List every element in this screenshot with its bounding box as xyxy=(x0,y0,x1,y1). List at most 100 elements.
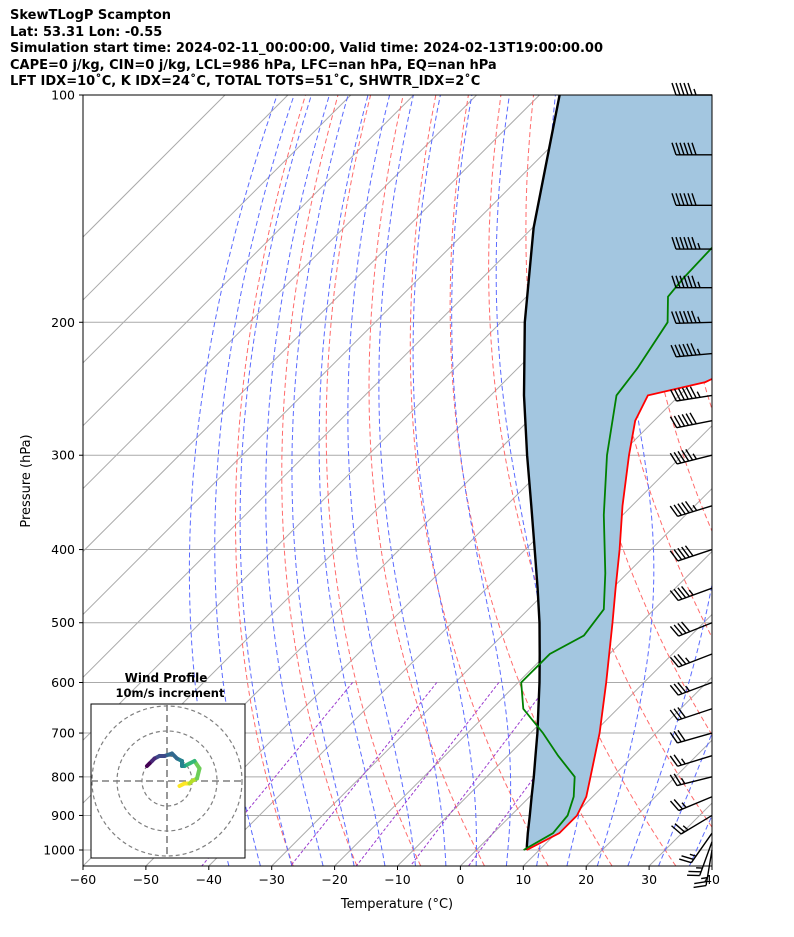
barb-flag-line xyxy=(677,450,686,463)
barb-flag-line xyxy=(671,142,677,156)
barb-flag-line xyxy=(669,656,679,668)
y-axis-ticks: 100 200 300 400 500 600 700 800 900 1000 xyxy=(43,88,83,858)
hodograph-subtitle: 10m/s increment xyxy=(116,686,225,700)
y-tick-label: 800 xyxy=(51,769,75,784)
isotherm-line xyxy=(83,95,477,490)
barb-flag-line xyxy=(671,82,677,96)
barb-flag-line xyxy=(669,755,679,767)
barb-half-line xyxy=(681,802,687,808)
barb-flag-line xyxy=(689,412,697,425)
wind-barb xyxy=(669,500,713,518)
x-tick-label: −20 xyxy=(321,872,347,887)
barb-flag-line xyxy=(669,684,679,696)
moist-adiabat xyxy=(291,95,355,866)
barb-flag-line xyxy=(675,82,681,96)
barb-flag-line xyxy=(681,450,690,462)
dry-adiabat xyxy=(729,95,794,866)
barb-flag-line xyxy=(687,82,693,96)
barb-flag-line xyxy=(681,621,691,633)
y-tick-label: 400 xyxy=(51,542,75,557)
wind-barb xyxy=(671,142,712,156)
wind-barb xyxy=(670,386,713,402)
dry-adiabat xyxy=(325,95,422,866)
moist-adiabat xyxy=(495,95,551,866)
moist-adiabat xyxy=(720,95,794,866)
barb-flag-line xyxy=(671,275,677,288)
barb-flag-line xyxy=(677,388,685,401)
title-times: Simulation start time: 2024-02-11_00:00:… xyxy=(10,41,603,57)
barb-flag-line xyxy=(687,310,693,324)
title-location: Lat: 53.31 Lon: -0.55 xyxy=(10,24,163,40)
x-tick-label: 10 xyxy=(515,872,531,887)
dry-adiabat xyxy=(368,95,485,866)
moist-adiabat xyxy=(265,95,330,866)
barb-flag-line xyxy=(673,415,682,428)
moist-adiabat xyxy=(378,95,447,866)
y-tick-label: 1000 xyxy=(43,843,75,858)
barb-flag-line xyxy=(669,452,678,465)
barb-flag-line xyxy=(673,624,683,636)
barb-flag-line xyxy=(681,414,690,426)
barb-flag-line xyxy=(677,682,687,693)
barb-flag-line xyxy=(671,193,677,206)
barb-half-line xyxy=(692,453,698,460)
mixing-ratio-line xyxy=(410,682,551,866)
moist-adiabat xyxy=(347,95,416,866)
barb-flag-line xyxy=(683,236,689,250)
title-station: SkewTLogP Scampton xyxy=(10,8,172,23)
barb-flag-line xyxy=(694,880,707,885)
x-tick-label: −60 xyxy=(70,872,96,887)
barb-flag-line xyxy=(670,344,677,358)
isotherm-line xyxy=(83,95,540,553)
barb-half-line xyxy=(697,242,701,250)
wind-barb xyxy=(669,773,713,787)
barb-flag-line xyxy=(683,82,689,96)
moist-adiabat xyxy=(412,95,477,866)
barb-flag-line xyxy=(691,142,697,156)
wind-barb xyxy=(670,343,713,358)
barb-flag-line xyxy=(687,193,693,206)
barb-staff xyxy=(677,505,713,518)
barb-flag-line xyxy=(683,275,689,288)
barb-flag-line xyxy=(675,311,681,324)
barb-staff xyxy=(677,587,713,602)
wind-barb xyxy=(671,82,712,96)
barb-flag-line xyxy=(685,386,693,399)
dry-adiabat xyxy=(663,95,712,411)
mixing-ratio-line xyxy=(468,682,605,866)
barb-flag-line xyxy=(677,414,686,427)
sounding-profiles xyxy=(520,95,712,851)
moist-adiabat xyxy=(188,95,278,866)
barb-flag-line xyxy=(673,655,683,667)
barb-flag-line xyxy=(673,731,682,743)
barb-flag-line xyxy=(673,549,683,561)
barb-flag-line xyxy=(681,586,690,597)
barb-flag-line xyxy=(673,773,682,785)
barb-flag-line xyxy=(683,310,689,324)
barb-flag-line xyxy=(689,386,697,399)
wind-barb xyxy=(669,621,713,637)
barb-half-line xyxy=(680,777,686,785)
dry-adiabat xyxy=(762,95,794,866)
barb-flag-line xyxy=(677,653,687,665)
barb-staff xyxy=(677,755,713,767)
barb-staff xyxy=(678,681,713,696)
barb-flag-line xyxy=(691,236,697,250)
barb-staff xyxy=(677,708,713,721)
barb-half-line xyxy=(685,657,691,664)
barb-flag-line xyxy=(673,504,682,516)
barb-staff xyxy=(680,814,713,835)
barb-flag-line xyxy=(679,310,685,324)
x-tick-label: 0 xyxy=(456,872,464,887)
moist-adiabat xyxy=(239,95,312,866)
x-axis-label: Temperature (°C) xyxy=(340,897,453,912)
wind-barb xyxy=(693,849,713,889)
y-tick-label: 300 xyxy=(51,448,75,463)
barb-flag-line xyxy=(675,193,681,206)
hodograph-title: Wind Profile xyxy=(125,671,208,685)
wind-barb xyxy=(669,653,713,668)
barb-staff xyxy=(676,776,713,787)
moist-adiabat xyxy=(214,95,295,866)
barb-flag-line xyxy=(687,236,693,250)
y-tick-label: 600 xyxy=(51,675,75,690)
